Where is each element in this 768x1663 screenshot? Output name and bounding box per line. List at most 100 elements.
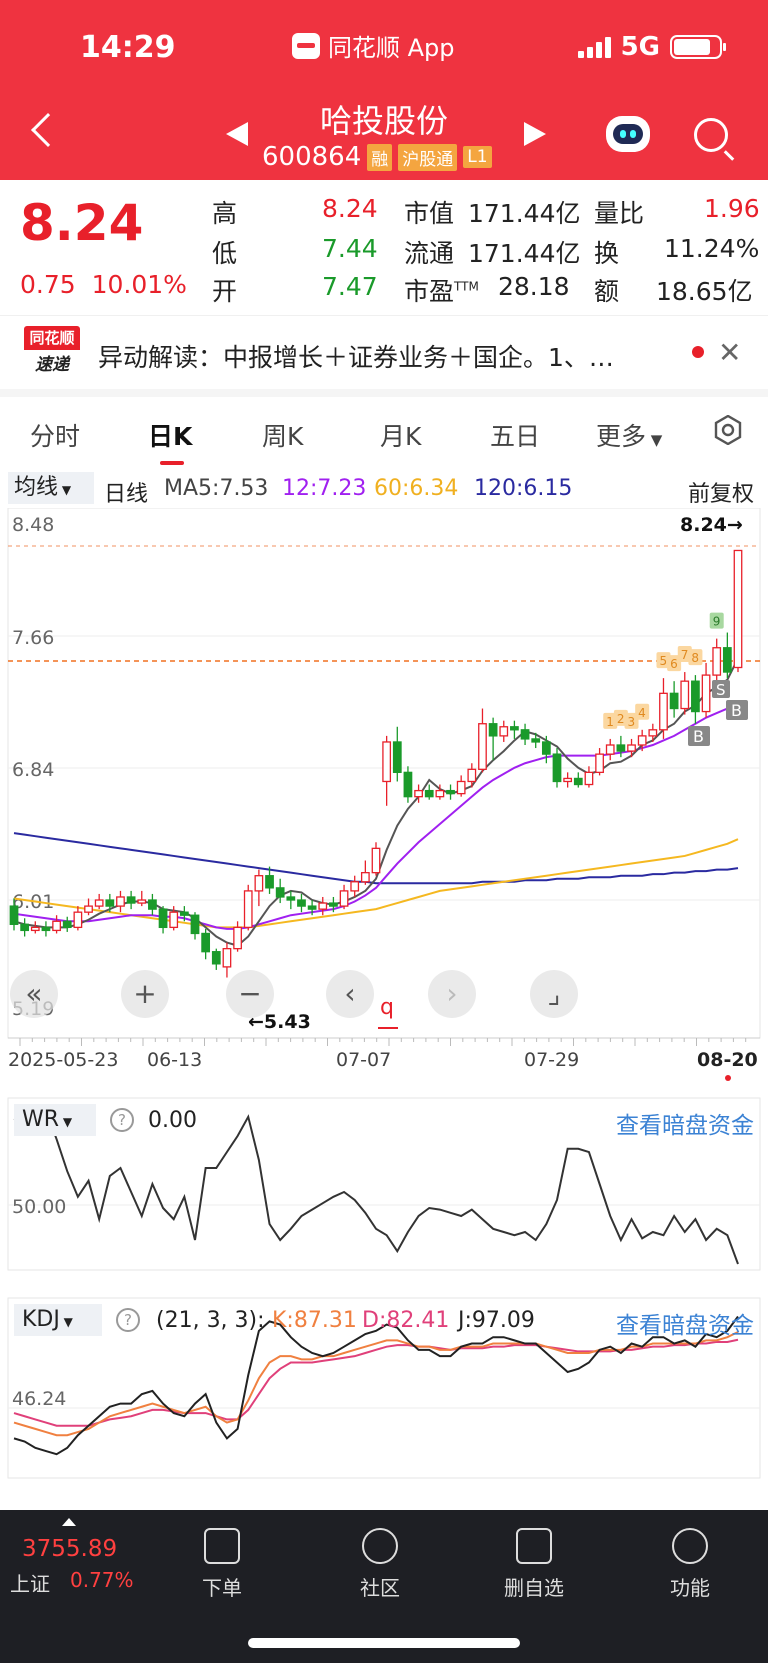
- candle-body: [371, 847, 381, 874]
- candle-body: [211, 951, 221, 965]
- news-logo-bottom: 速递: [35, 355, 69, 375]
- index-value[interactable]: 3755.89: [22, 1536, 118, 1562]
- tab-monthly-k[interactable]: 月K: [380, 422, 422, 451]
- candle-body: [446, 789, 455, 795]
- candle-body: [137, 899, 147, 904]
- wr-select[interactable]: WR ▼: [14, 1104, 96, 1136]
- star-icon: [362, 1528, 398, 1564]
- candle-body: [435, 789, 445, 798]
- collapse-icon[interactable]: «: [10, 970, 58, 1018]
- sequence-label: 2: [617, 712, 625, 726]
- fullscreen-icon[interactable]: ⌟: [530, 970, 578, 1018]
- news-logo: 同花顺 速递: [24, 326, 80, 378]
- candle-body: [201, 932, 211, 953]
- candle-body: [94, 899, 104, 907]
- sequence-badge: [613, 709, 628, 726]
- help-icon[interactable]: ?: [110, 1108, 134, 1132]
- kdj-panel-frame: [7, 1297, 761, 1479]
- kdj-name: KDJ: [22, 1307, 60, 1332]
- prev-stock-icon[interactable]: [226, 122, 248, 146]
- sequence-label: 7: [681, 648, 689, 662]
- nav-functions-label: 功能: [670, 1576, 710, 1600]
- tab-intraday[interactable]: 分时: [30, 422, 81, 451]
- status-app-indicator[interactable]: 同花顺 App: [292, 28, 455, 63]
- kdj-j-line: [13, 1315, 739, 1456]
- candle-body: [116, 896, 125, 907]
- chevron-down-icon: ▼: [59, 1115, 73, 1129]
- axis-price-mid1: 7.66: [12, 627, 54, 649]
- ma-legend: 均线 ▼ 日线 MA5:7.53 12:7.23 60:6.34 120:6.1…: [0, 470, 768, 507]
- nav-functions[interactable]: 功能: [640, 1524, 740, 1601]
- nav-order[interactable]: 下单: [172, 1524, 272, 1601]
- divider: [0, 389, 768, 397]
- candle-body: [148, 899, 157, 910]
- sequence-label: 1: [606, 715, 614, 729]
- candle-body: [616, 744, 626, 752]
- pe-ttm: TTM: [454, 279, 479, 294]
- buy-marker-label: B: [693, 727, 704, 746]
- ma-select-label: 均线: [14, 475, 59, 500]
- home-indicator[interactable]: [248, 1638, 520, 1648]
- unread-dot-icon: [692, 346, 704, 358]
- sequence-badge: [603, 712, 618, 729]
- ma12-line: [13, 703, 739, 930]
- kdj-select[interactable]: KDJ ▼: [14, 1304, 102, 1336]
- scroll-left-icon[interactable]: ‹: [326, 970, 374, 1018]
- battery-icon: [670, 35, 726, 59]
- tab-more[interactable]: 更多 ▼: [596, 417, 662, 453]
- expand-up-icon[interactable]: [62, 1518, 76, 1526]
- adjust-mode[interactable]: 前复权: [688, 482, 755, 507]
- close-icon[interactable]: ✕: [718, 336, 742, 369]
- pe-value: 28.18: [498, 272, 570, 301]
- nav-remove-watchlist[interactable]: 删自选: [484, 1524, 584, 1601]
- tag-level: L1: [463, 146, 492, 168]
- kdj-k-value: K:87.31: [272, 1308, 357, 1333]
- open-label: 开: [212, 277, 238, 306]
- last-price-label: 8.24→: [680, 514, 743, 536]
- pe-label-text: 市盈: [404, 277, 455, 306]
- zoom-in-icon[interactable]: +: [121, 970, 169, 1018]
- wr-value: 0.00: [148, 1108, 197, 1133]
- candle-body: [510, 726, 519, 731]
- scroll-right-icon[interactable]: ›: [428, 970, 476, 1018]
- next-stock-icon[interactable]: [524, 122, 546, 146]
- signal-icon: [577, 36, 611, 58]
- news-text[interactable]: 异动解读：中报增长＋证券业务＋国企。1、…: [98, 343, 614, 372]
- tab-weekly-k[interactable]: 周K: [262, 422, 304, 451]
- high-value: 8.24: [322, 194, 378, 223]
- search-icon[interactable]: [694, 118, 728, 152]
- candle-body: [637, 735, 647, 746]
- news-ticker[interactable]: 同花顺 速递 异动解读：中报增长＋证券业务＋国企。1、…: [0, 315, 768, 389]
- q-mark: q: [380, 995, 394, 1020]
- help-icon[interactable]: ?: [116, 1308, 140, 1332]
- candle-body: [691, 680, 700, 713]
- price-change: 0.75 10.01%: [20, 270, 187, 299]
- tab-five-day[interactable]: 五日: [490, 422, 541, 451]
- ma-select[interactable]: 均线 ▼: [8, 472, 94, 504]
- candle-body: [179, 911, 189, 916]
- low-value: 7.44: [322, 234, 378, 263]
- sequence-label: 3: [628, 715, 636, 729]
- index-name: 上证: [10, 1572, 50, 1596]
- tab-daily-k[interactable]: 日K: [148, 422, 193, 451]
- candle-body: [297, 899, 306, 907]
- nav-community[interactable]: 社区: [330, 1524, 430, 1601]
- candle-body: [541, 741, 551, 755]
- candle-body: [701, 674, 711, 713]
- sequence-label: 6: [670, 657, 678, 671]
- dark-pool-link[interactable]: 查看暗盘资金: [616, 1113, 754, 1139]
- robot-assistant-icon[interactable]: [606, 116, 650, 152]
- app-header: 14:29 同花顺 App 5G 哈投股份 600864 融 沪股通 L1: [0, 0, 768, 180]
- kdj-params: (21, 3, 3):: [156, 1308, 265, 1333]
- candle-body: [648, 729, 658, 737]
- wr-name: WR: [22, 1107, 60, 1132]
- settings-icon[interactable]: [713, 415, 743, 445]
- candle-body: [680, 680, 690, 710]
- kdj-j-value: J:97.09: [458, 1308, 535, 1333]
- candle-body: [329, 902, 338, 907]
- app-logo-icon: [292, 32, 320, 59]
- dark-pool-link[interactable]: 查看暗盘资金: [616, 1313, 754, 1339]
- zoom-out-icon[interactable]: −: [226, 970, 274, 1018]
- ma120-value: 120:6.15: [474, 476, 573, 501]
